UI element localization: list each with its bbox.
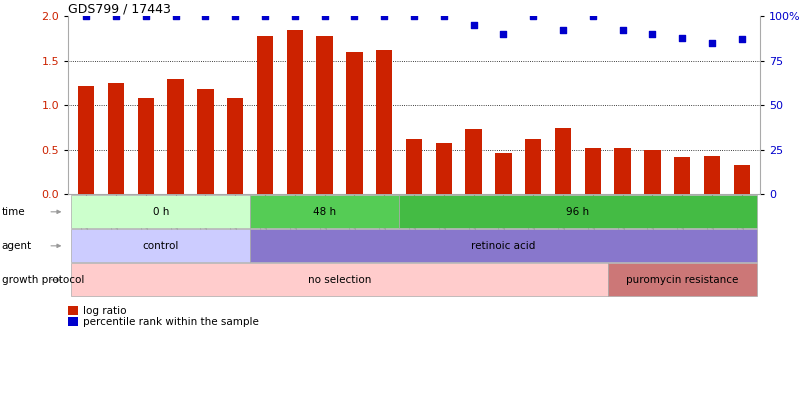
- Point: [109, 13, 122, 19]
- Point: [199, 13, 212, 19]
- Point: [615, 27, 628, 34]
- Bar: [673, 157, 690, 194]
- Text: growth protocol: growth protocol: [2, 275, 84, 285]
- Point: [288, 13, 301, 19]
- Point: [318, 13, 331, 19]
- Bar: [226, 98, 243, 194]
- Text: control: control: [142, 241, 179, 251]
- Text: retinoic acid: retinoic acid: [471, 241, 535, 251]
- Bar: [167, 79, 184, 194]
- Point: [646, 31, 658, 37]
- Point: [169, 13, 181, 19]
- Bar: [643, 150, 660, 194]
- Point: [437, 13, 450, 19]
- Bar: [376, 50, 392, 194]
- Point: [79, 13, 92, 19]
- Text: log ratio: log ratio: [83, 306, 126, 315]
- Bar: [316, 36, 332, 194]
- Bar: [465, 129, 481, 194]
- Text: time: time: [2, 207, 25, 217]
- Text: 0 h: 0 h: [153, 207, 169, 217]
- Bar: [346, 52, 362, 194]
- Point: [139, 13, 152, 19]
- Bar: [197, 89, 214, 194]
- Text: no selection: no selection: [308, 275, 371, 285]
- Text: percentile rank within the sample: percentile rank within the sample: [83, 317, 259, 326]
- Point: [735, 36, 748, 43]
- Point: [229, 13, 242, 19]
- Bar: [137, 98, 154, 194]
- Bar: [703, 156, 719, 194]
- Bar: [613, 148, 630, 194]
- Bar: [78, 86, 94, 194]
- Bar: [733, 165, 749, 194]
- Point: [259, 13, 271, 19]
- Point: [705, 40, 718, 46]
- Bar: [554, 128, 571, 194]
- Text: 48 h: 48 h: [312, 207, 336, 217]
- Bar: [495, 153, 511, 194]
- Text: agent: agent: [2, 241, 31, 251]
- Point: [556, 27, 569, 34]
- Bar: [524, 139, 540, 194]
- Point: [348, 13, 361, 19]
- Point: [526, 13, 539, 19]
- Point: [467, 22, 479, 28]
- Bar: [584, 148, 601, 194]
- Bar: [256, 36, 273, 194]
- Point: [585, 13, 598, 19]
- Point: [675, 34, 688, 41]
- Point: [496, 31, 509, 37]
- Bar: [435, 143, 451, 194]
- Point: [407, 13, 420, 19]
- Bar: [108, 83, 124, 194]
- Bar: [406, 139, 422, 194]
- Text: 96 h: 96 h: [565, 207, 589, 217]
- Text: puromycin resistance: puromycin resistance: [626, 275, 738, 285]
- Bar: [287, 30, 303, 194]
- Point: [377, 13, 390, 19]
- Text: GDS799 / 17443: GDS799 / 17443: [68, 2, 171, 15]
